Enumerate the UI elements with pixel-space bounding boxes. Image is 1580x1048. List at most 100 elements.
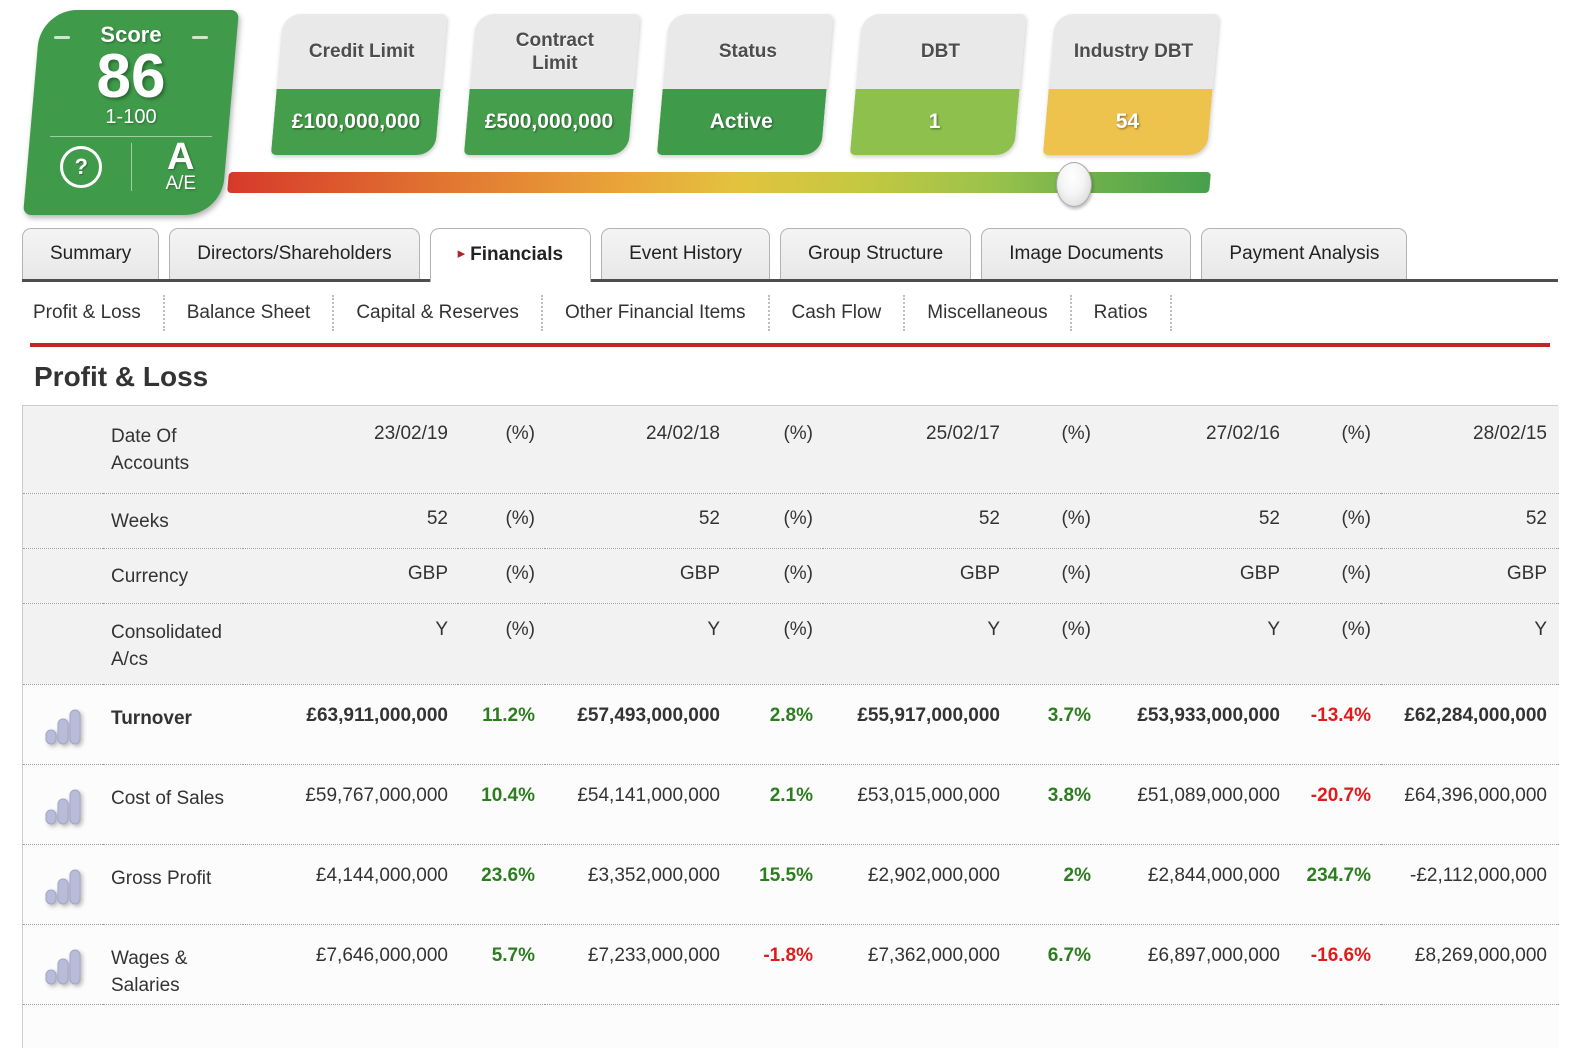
cell: 234.7% [1290, 843, 1381, 924]
pill-value-area: 54 [1042, 89, 1213, 155]
section-divider [30, 343, 1550, 347]
cell: 52 [1101, 492, 1290, 548]
row-label: Currency [103, 547, 243, 603]
pl-table-body: Date Of Accounts 23/02/19 (%) 24/02/18 (%) 25… [23, 406, 1559, 1048]
main-tabs: Summary Directors/Shareholders ▸ Financials… [22, 228, 1558, 282]
subtab-balance-sheet[interactable]: Balance Sheet [165, 295, 335, 331]
table-meta-row: Currency GBP (%) GBP (%) GBP (%) GBP (%) GBP [23, 547, 1559, 603]
subtab-capital-reserves[interactable]: Capital & Reserves [334, 295, 543, 331]
tab-label: Group Structure [808, 243, 944, 264]
row-label: Gross Profit [103, 843, 243, 924]
tab-label: Summary [50, 243, 132, 264]
report-header: Score 86 1-100 ? A A/E Credit Limit £100,… [0, 0, 1580, 222]
pill-contract-limit: Contract Limit £500,000,000 [463, 14, 641, 155]
pill-header: Contract Limit [469, 14, 641, 89]
cell [23, 1003, 1559, 1048]
tab-group-structure[interactable]: Group Structure [780, 228, 972, 279]
icon-cell [23, 406, 103, 493]
cell: £53,015,000,000 [823, 763, 1010, 844]
pill-value: £100,000,000 [291, 110, 420, 133]
pill-header: Status [662, 14, 834, 89]
tab-label: Event History [629, 243, 743, 264]
pill-status: Status Active [656, 14, 834, 155]
grade-letter: A [167, 135, 195, 178]
active-tab-arrow-icon: ▸ [457, 245, 466, 262]
cell: £8,269,000,000 [1381, 923, 1559, 1004]
cell: £62,284,000,000 [1381, 683, 1559, 764]
cell: (%) [730, 547, 823, 603]
cell: 10.4% [458, 763, 545, 844]
row-label: Wages & Salaries [103, 923, 243, 1004]
decorative-dash [192, 36, 208, 39]
icon-cell [23, 843, 103, 924]
page-title: Profit & Loss [34, 361, 209, 392]
cell: £2,844,000,000 [1101, 843, 1290, 924]
row-label: Weeks [103, 492, 243, 548]
cell: 2% [1010, 843, 1101, 924]
cell: 3.8% [1010, 763, 1101, 844]
cell: £57,493,000,000 [545, 683, 730, 764]
metric-pills: Credit Limit £100,000,000 Contract Limit £5… [270, 14, 1220, 155]
table-data-row: Wages & Salaries £7,646,000,000 5.7% £7,233… [23, 923, 1559, 1004]
pill-value-area: Active [656, 89, 827, 155]
pill-label: Industry DBT [1074, 41, 1194, 62]
cell: £3,352,000,000 [545, 843, 730, 924]
tab-payment-analysis[interactable]: Payment Analysis [1201, 228, 1408, 279]
cell: -20.7% [1290, 763, 1381, 844]
icon-cell [23, 683, 103, 764]
pill-value-area: £500,000,000 [463, 89, 634, 155]
pl-table: Date Of Accounts 23/02/19 (%) 24/02/18 (%) 25… [22, 405, 1559, 1048]
cell: GBP [243, 547, 458, 603]
cell: 24/02/18 [646, 423, 720, 444]
tab-label: Directors/Shareholders [197, 243, 392, 264]
pill-value: 1 [928, 110, 941, 133]
pill-label: Contract Limit [515, 29, 594, 74]
tab-label: Image Documents [1009, 243, 1164, 264]
cell: GBP [545, 547, 730, 603]
tab-summary[interactable]: Summary [22, 228, 160, 279]
pill-dbt: DBT 1 [849, 14, 1027, 155]
subtab-miscellaneous[interactable]: Miscellaneous [905, 295, 1072, 331]
cell: 25/02/17 [926, 423, 1000, 444]
cell: GBP [1381, 547, 1559, 603]
cell: -£2,112,000,000 [1381, 843, 1559, 924]
tab-event-history[interactable]: Event History [601, 228, 771, 279]
cell: 11.2% [458, 683, 545, 764]
tab-directors-shareholders[interactable]: Directors/Shareholders [169, 228, 420, 279]
subtab-other-financial-items[interactable]: Other Financial Items [543, 295, 770, 331]
bar-chart-icon[interactable] [41, 865, 87, 907]
pill-label: DBT [921, 41, 961, 62]
cell: (%) [730, 492, 823, 548]
cell: 23.6% [458, 843, 545, 924]
table-meta-row: Weeks 52 (%) 52 (%) 52 (%) 52 (%) 52 [23, 492, 1559, 548]
cell: 52 [545, 492, 730, 548]
pill-value: 54 [1116, 110, 1140, 133]
cell: £7,233,000,000 [545, 923, 730, 1004]
bar-chart-icon[interactable] [41, 785, 87, 827]
icon-cell [23, 492, 103, 548]
pill-value-area: 1 [849, 89, 1020, 155]
tab-financials[interactable]: ▸ Financials [429, 228, 592, 282]
cell: (%) [730, 602, 823, 684]
cell: 5.7% [458, 923, 545, 1004]
row-label: Date Of Accounts [111, 426, 190, 474]
subtab-ratios[interactable]: Ratios [1072, 295, 1172, 331]
cell: £6,897,000,000 [1101, 923, 1290, 1004]
cell: £63,911,000,000 [243, 683, 458, 764]
tab-image-documents[interactable]: Image Documents [981, 228, 1192, 279]
subtab-profit-loss[interactable]: Profit & Loss [11, 295, 165, 331]
credit-grade: A A/E [132, 135, 231, 194]
bar-chart-icon[interactable] [41, 945, 87, 987]
cell: Y [243, 602, 458, 684]
cell: 2.8% [730, 683, 823, 764]
cell: £64,396,000,000 [1381, 763, 1559, 844]
row-label: Cost of Sales [103, 763, 243, 844]
help-icon[interactable]: ? [60, 146, 103, 188]
decorative-dash [54, 36, 70, 39]
bar-chart-icon[interactable] [41, 705, 87, 747]
row-label: Consolidated A/cs [103, 602, 243, 684]
score-slider-knob[interactable] [1055, 162, 1092, 207]
subtab-cash-flow[interactable]: Cash Flow [770, 295, 906, 331]
cell: Y [823, 602, 1010, 684]
score-card-inner: Score 86 1-100 ? A A/E [32, 10, 230, 215]
